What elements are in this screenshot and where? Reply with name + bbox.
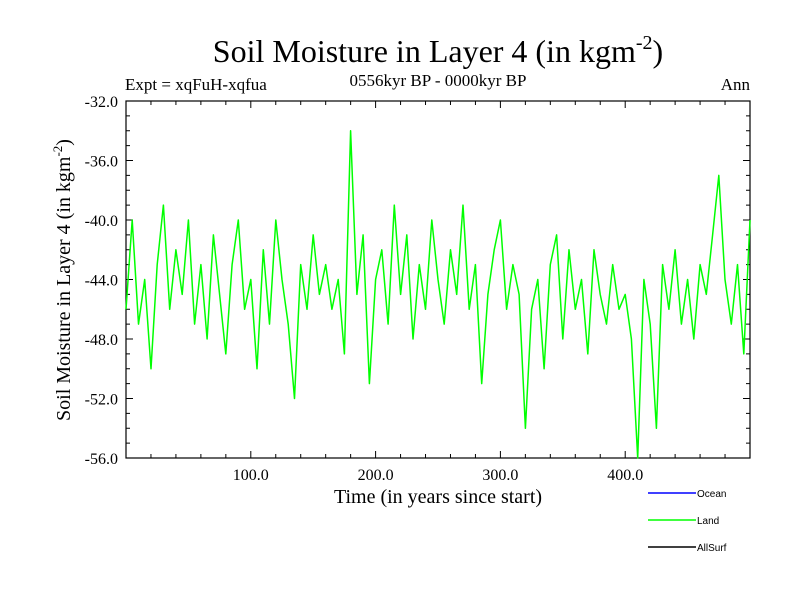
legend-label-ocean: Ocean bbox=[697, 489, 726, 500]
y-axis-label: Soil Moisture in Layer 4 (in kgm-2) bbox=[50, 139, 75, 421]
series-layer bbox=[125, 130, 751, 459]
experiment-label: Expt = xqFuH-xqfua bbox=[125, 75, 267, 94]
y-tick-label: -40.0 bbox=[85, 213, 118, 230]
y-tick-label: -52.0 bbox=[85, 392, 118, 409]
series-line-land bbox=[125, 130, 751, 459]
y-tick-label: -48.0 bbox=[85, 332, 118, 349]
x-tick-label: 300.0 bbox=[482, 467, 518, 484]
season-label: Ann bbox=[721, 75, 751, 94]
y-tick-label: -36.0 bbox=[85, 154, 118, 171]
y-tick-label: -56.0 bbox=[85, 451, 118, 468]
y-tick-label: -44.0 bbox=[85, 273, 118, 290]
x-axis-label: Time (in years since start) bbox=[334, 486, 542, 508]
y-tick-label: -32.0 bbox=[85, 94, 118, 111]
time-range-label: 0556kyr BP - 0000kyr BP bbox=[350, 71, 527, 90]
legend-label-land: Land bbox=[697, 516, 719, 527]
legend: Ocean Land AllSurf bbox=[648, 489, 727, 554]
chart-title: Soil Moisture in Layer 4 (in kgm-2) bbox=[213, 32, 663, 69]
axis-ticks: -32.0 -36.0 -40.0 -44.0 -48.0 -52.0 -56.0 100.0… bbox=[85, 94, 750, 484]
x-tick-label: 100.0 bbox=[233, 467, 269, 484]
x-tick-label: 400.0 bbox=[607, 467, 643, 484]
legend-label-allsurf: AllSurf bbox=[697, 543, 727, 554]
x-tick-label: 200.0 bbox=[358, 467, 394, 484]
